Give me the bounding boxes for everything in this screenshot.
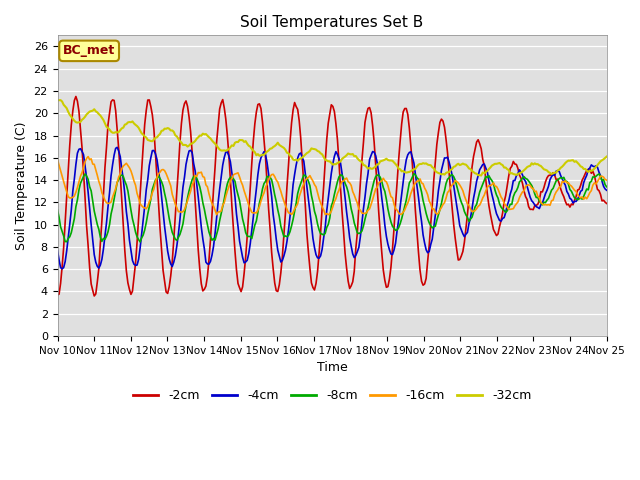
-16cm <box>220 200 228 205</box>
-8cm <box>575 196 583 202</box>
-4cm <box>603 187 611 193</box>
-32cm <box>295 156 303 162</box>
Line: -4cm: -4cm <box>58 147 607 269</box>
-32cm <box>54 97 61 103</box>
-8cm <box>237 207 245 213</box>
Text: BC_met: BC_met <box>63 44 115 57</box>
-8cm <box>121 179 129 184</box>
-8cm <box>219 204 227 209</box>
-2cm <box>603 201 611 206</box>
Y-axis label: Soil Temperature (C): Soil Temperature (C) <box>15 121 28 250</box>
Title: Soil Temperatures Set B: Soil Temperatures Set B <box>241 15 424 30</box>
-4cm <box>124 221 132 227</box>
Line: -2cm: -2cm <box>58 96 607 296</box>
-16cm <box>575 193 583 199</box>
-4cm <box>248 228 255 234</box>
-32cm <box>122 121 130 127</box>
-2cm <box>72 94 80 99</box>
-4cm <box>575 193 583 199</box>
-16cm <box>54 157 61 163</box>
-32cm <box>575 162 583 168</box>
-16cm <box>84 154 92 159</box>
Line: -32cm: -32cm <box>58 100 607 176</box>
-2cm <box>575 187 583 192</box>
-8cm <box>295 185 303 191</box>
-16cm <box>248 209 255 215</box>
-16cm <box>122 160 130 166</box>
-32cm <box>219 148 227 154</box>
-2cm <box>248 161 255 167</box>
-2cm <box>90 293 98 299</box>
-8cm <box>246 234 254 240</box>
-2cm <box>297 135 305 141</box>
-8cm <box>410 171 418 177</box>
-32cm <box>246 144 254 149</box>
-32cm <box>57 97 65 103</box>
-4cm <box>113 144 121 150</box>
-32cm <box>603 154 611 159</box>
-16cm <box>212 212 220 217</box>
-32cm <box>477 173 485 179</box>
-4cm <box>58 266 66 272</box>
Legend: -2cm, -4cm, -8cm, -16cm, -32cm: -2cm, -4cm, -8cm, -16cm, -32cm <box>128 384 536 408</box>
-4cm <box>297 150 305 156</box>
-4cm <box>220 155 228 160</box>
-4cm <box>239 254 246 260</box>
-2cm <box>124 280 132 286</box>
-16cm <box>239 182 246 188</box>
-32cm <box>237 137 245 143</box>
-16cm <box>297 189 305 195</box>
-2cm <box>54 292 61 298</box>
-2cm <box>220 105 228 110</box>
Line: -16cm: -16cm <box>58 156 607 215</box>
-4cm <box>54 248 61 253</box>
-16cm <box>603 177 611 183</box>
-8cm <box>136 239 144 245</box>
-2cm <box>239 284 246 289</box>
X-axis label: Time: Time <box>317 361 348 374</box>
-8cm <box>603 184 611 190</box>
-8cm <box>54 207 61 213</box>
Line: -8cm: -8cm <box>58 174 607 242</box>
